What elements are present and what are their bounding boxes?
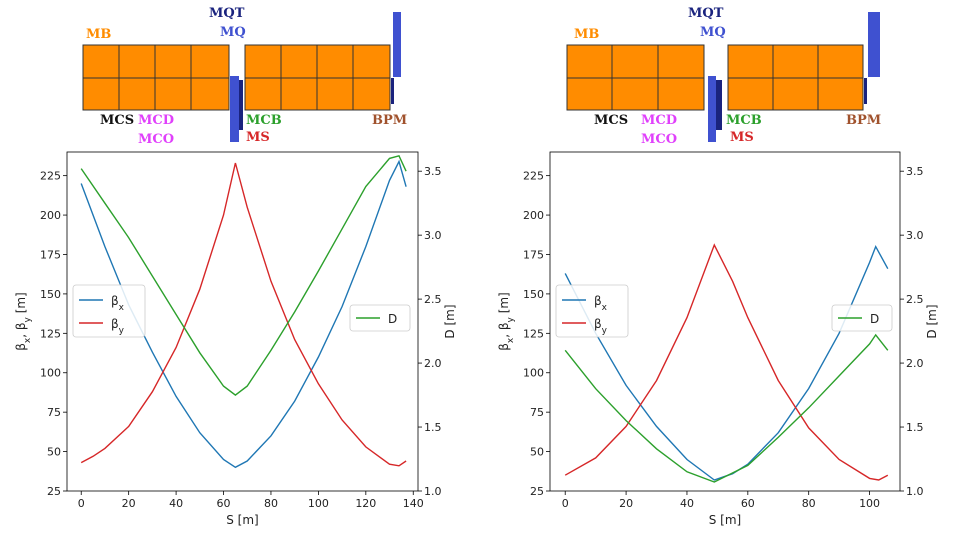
label-mcd-left: MCD (138, 113, 174, 128)
plot-frame (549, 151, 901, 492)
x-tick-label: 20 (619, 497, 633, 510)
label-mq-left: MQ (220, 25, 246, 40)
y-tick-label: 75 (530, 406, 544, 419)
series-line-dispersion (80, 154, 407, 396)
y-tick-label: 225 (40, 170, 61, 183)
series-line-beta-x (564, 244, 889, 481)
legend-label: βy (111, 317, 125, 336)
label-mb-left: MB (86, 27, 111, 42)
y2-tick-label: 1.5 (906, 421, 924, 434)
label-mb-right: MB (574, 27, 599, 42)
label-mco-right: MCO (641, 132, 677, 147)
label-mcb-right: MCB (726, 113, 762, 128)
y2-tick-label: 3.0 (906, 229, 924, 242)
y-tick-label: 25 (47, 485, 61, 498)
y-tick-label: 100 (40, 367, 61, 380)
bpm-marker-left (391, 78, 394, 104)
corrector-right (716, 80, 722, 130)
x-axis-label: S [m] (709, 513, 741, 527)
y-tick-label: 75 (47, 406, 61, 419)
label-mcd-right: MCD (641, 113, 677, 128)
x-tick-label: 140 (403, 497, 424, 510)
quadrupole-left (230, 76, 239, 142)
y2-tick-label: 1.0 (424, 485, 442, 498)
label-bpm-right: BPM (846, 113, 881, 128)
x-tick-label: 20 (122, 497, 136, 510)
plot-frame (66, 151, 419, 492)
x-tick-label: 60 (741, 497, 755, 510)
corrector-left (239, 80, 243, 130)
y-tick-label: 175 (523, 248, 544, 261)
x-tick-label: 0 (78, 497, 85, 510)
legend-left-box (72, 284, 146, 338)
y2-tick-label: 2.5 (906, 293, 924, 306)
label-mqt-right: MQT (688, 6, 724, 21)
x-axis-label: S [m] (226, 513, 258, 527)
x-tick-label: 80 (802, 497, 816, 510)
y-tick-label: 225 (523, 170, 544, 183)
label-mco-left: MCO (138, 132, 174, 147)
y-tick-label: 200 (523, 209, 544, 222)
y2-tick-label: 1.5 (424, 421, 442, 434)
chart-left: 0 20 40 60 80 100 120 140 25 50 75 100 125 150 175 200 2… (14, 151, 457, 527)
series-line-beta-y (564, 243, 889, 481)
y2-axis-label: D [m] (443, 304, 457, 338)
label-mcb-left: MCB (246, 113, 282, 128)
lattice-diagram-right: MB MQT MQ MCS MCD MCO MCB MS BPM (566, 6, 881, 147)
y2-tick-label: 3.5 (424, 165, 442, 178)
legend-label: βx (594, 294, 608, 313)
label-ms-right: MS (730, 130, 754, 145)
legend-label: D (388, 312, 397, 326)
legend-label: βx (111, 294, 125, 313)
y2-tick-label: 2.0 (906, 357, 924, 370)
y2-tick-label: 1.0 (906, 485, 924, 498)
x-tick-label: 40 (169, 497, 183, 510)
y-tick-label: 50 (530, 446, 544, 459)
y-tick-label: 200 (40, 209, 61, 222)
label-ms-left: MS (246, 130, 270, 145)
x-tick-label: 80 (264, 497, 278, 510)
label-bpm-left: BPM (372, 113, 407, 128)
y2-tick-label: 3.5 (906, 165, 924, 178)
y-tick-label: 150 (40, 288, 61, 301)
quadrupole-right (708, 76, 716, 142)
label-mq-right: MQ (700, 25, 726, 40)
label-mcs-left: MCS (100, 113, 134, 128)
y-axis-label: βx, βy [m] (497, 292, 516, 351)
x-tick-label: 100 (308, 497, 329, 510)
y-axis-label: βx, βy [m] (14, 292, 33, 351)
y-tick-label: 125 (523, 327, 544, 340)
y-tick-label: 125 (40, 327, 61, 340)
series-line-dispersion (564, 333, 889, 483)
bpm-marker-right (864, 78, 867, 104)
lattice-diagram-left: MB MQT MQ MCS MCD MCO MCB MS BPM (82, 6, 407, 147)
legend-label: βy (594, 317, 608, 336)
y-tick-label: 25 (530, 485, 544, 498)
x-tick-label: 100 (859, 497, 880, 510)
legend-left-box (555, 284, 629, 338)
series-line-beta-y (80, 162, 407, 467)
y-tick-label: 175 (40, 248, 61, 261)
y2-tick-label: 3.0 (424, 229, 442, 242)
x-tick-label: 40 (680, 497, 694, 510)
x-tick-label: 0 (562, 497, 569, 510)
y2-tick-label: 2.5 (424, 293, 442, 306)
y-tick-label: 150 (523, 288, 544, 301)
label-mqt-left: MQT (209, 6, 245, 21)
x-tick-label: 120 (355, 497, 376, 510)
y-tick-label: 50 (47, 446, 61, 459)
quadrupole-end-left (393, 12, 401, 77)
chart-right: 0 20 40 60 80 100 25 50 75 100 125 150 175 200 225 1.0 1… (497, 151, 939, 527)
y2-tick-label: 2.0 (424, 357, 442, 370)
y2-axis-label: D [m] (925, 304, 939, 338)
label-mcs-right: MCS (594, 113, 628, 128)
quadrupole-end-right (868, 12, 880, 77)
y-tick-label: 100 (523, 367, 544, 380)
legend-label: D (870, 312, 879, 326)
x-tick-label: 60 (217, 497, 231, 510)
